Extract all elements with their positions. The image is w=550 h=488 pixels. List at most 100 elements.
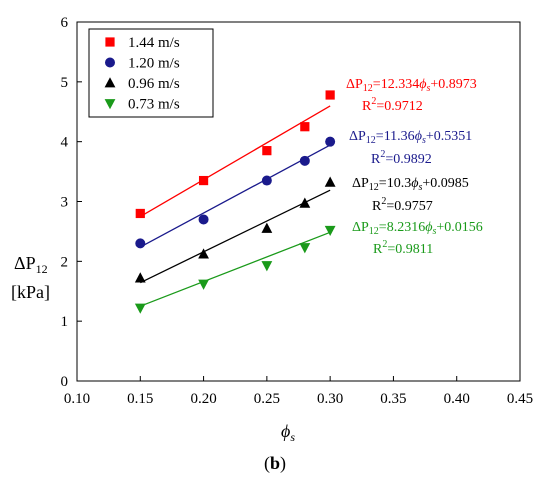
x-axis-title: ϕs — [281, 421, 295, 444]
legend-marker — [104, 99, 116, 110]
eq-phi: ϕ — [411, 176, 418, 191]
legend-label: 0.96 m/s — [128, 76, 180, 92]
y-tick-label: 6 — [61, 15, 69, 31]
data-points — [134, 90, 336, 314]
eq-phi-sub: s — [422, 135, 426, 146]
eq-lhs-sub: 12 — [363, 83, 373, 94]
eq-lhs: ΔP — [346, 77, 363, 92]
r2-value: =0.9712 — [376, 99, 422, 114]
y-axis-title-unit: [kPa] — [11, 282, 50, 302]
fit-equations: ΔP12=12.334ϕs+0.8973R2=0.9712ΔP12=11.36ϕ… — [346, 77, 483, 257]
eq-lhs: ΔP — [349, 129, 366, 144]
data-point — [300, 122, 310, 132]
panel-label: (b) — [264, 453, 286, 474]
panel-label-close: ) — [280, 453, 286, 474]
legend-marker — [105, 37, 115, 47]
x-tick-label: 0.30 — [317, 391, 343, 407]
data-point — [134, 272, 146, 283]
data-point — [261, 222, 273, 233]
r2-value: =0.9757 — [386, 199, 432, 214]
x-axis-title-sub: s — [290, 430, 295, 444]
fit-r2: R2=0.9892 — [371, 149, 432, 167]
legend-marker — [104, 77, 116, 88]
eq-phi-sub: s — [426, 83, 430, 94]
fit-line — [140, 189, 331, 284]
eq-lhs-sub: 12 — [369, 226, 379, 237]
fit-line — [139, 144, 331, 248]
fit-r2: R2=0.9757 — [372, 196, 433, 214]
r2-prefix: R — [362, 99, 372, 114]
eq-intercept: +0.0156 — [436, 220, 482, 235]
data-point — [325, 136, 336, 147]
eq-phi: ϕ — [419, 77, 426, 92]
data-point — [198, 248, 209, 259]
r2-prefix: R — [373, 242, 383, 257]
fit-equation: ΔP12=12.334ϕs+0.8973 — [346, 77, 477, 94]
data-point — [135, 238, 146, 249]
data-point — [299, 243, 311, 254]
fit-equation: ΔP12=8.2316ϕs+0.0156 — [352, 220, 483, 237]
eq-lhs-sub: 12 — [366, 135, 376, 146]
x-tick-label: 0.35 — [380, 391, 406, 407]
legend-label: 0.73 m/s — [128, 97, 180, 113]
r2-sup: 2 — [371, 96, 376, 107]
eq-lhs: ΔP — [352, 176, 369, 191]
eq-lhs: ΔP — [352, 220, 369, 235]
eq-intercept: +0.0985 — [422, 176, 468, 191]
legend-label: 1.20 m/s — [128, 56, 180, 72]
data-point — [262, 146, 272, 156]
x-axis-title-phi: ϕ — [281, 421, 290, 441]
data-point — [198, 279, 209, 290]
r2-sup: 2 — [382, 239, 387, 250]
data-point — [299, 155, 310, 166]
panel-label-open: ( — [264, 453, 270, 474]
eq-intercept: +0.8973 — [430, 77, 476, 92]
eq-phi-sub: s — [418, 182, 422, 193]
y-axis-title-delta: ΔP — [14, 253, 36, 273]
r2-prefix: R — [371, 152, 381, 167]
data-point — [198, 175, 209, 186]
data-point — [198, 214, 209, 225]
fit-lines — [139, 105, 331, 307]
x-tick-label: 0.40 — [444, 391, 470, 407]
x-tick-label: 0.20 — [190, 391, 216, 407]
y-tick-label: 0 — [61, 374, 69, 390]
plot-frame — [76, 21, 521, 382]
data-point — [324, 225, 336, 237]
data-point — [261, 175, 272, 186]
y-tick-label: 1 — [61, 314, 69, 330]
fit-equation: ΔP12=10.3ϕs+0.0985 — [352, 176, 469, 193]
data-point — [324, 176, 336, 187]
legend: 1.44 m/s 1.20 m/s 0.96 m/s 0.73 m/s — [88, 28, 214, 118]
y-tick-label: 3 — [61, 195, 69, 211]
eq-slope: =10.3 — [379, 176, 411, 191]
data-point — [261, 261, 273, 272]
fit-r2: R2=0.9811 — [373, 239, 433, 257]
panel-label-letter: b — [270, 453, 280, 473]
eq-phi: ϕ — [425, 220, 432, 235]
data-point — [299, 197, 311, 208]
data-point — [325, 90, 335, 100]
eq-phi-sub: s — [432, 226, 436, 237]
x-tick-label: 0.25 — [254, 391, 280, 407]
data-point — [134, 303, 146, 314]
fit-r2: R2=0.9712 — [362, 96, 423, 114]
y-tick-label: 5 — [61, 75, 69, 91]
fit-line — [140, 231, 331, 307]
r2-value: =0.9892 — [385, 152, 431, 167]
eq-slope: =12.334 — [373, 77, 419, 92]
y-tick-label: 4 — [61, 135, 69, 151]
eq-lhs-sub: 12 — [369, 182, 379, 193]
fit-equation: ΔP12=11.36ϕs+0.5351 — [349, 129, 472, 146]
y-axis-title: ΔP12 — [14, 253, 48, 276]
data-point — [135, 208, 145, 219]
eq-phi: ϕ — [415, 129, 422, 144]
r2-sup: 2 — [380, 149, 385, 160]
eq-intercept: +0.5351 — [426, 129, 472, 144]
r2-sup: 2 — [381, 196, 386, 207]
legend-label: 1.44 m/s — [128, 35, 180, 51]
eq-slope: =11.36 — [376, 129, 415, 144]
r2-prefix: R — [372, 199, 382, 214]
